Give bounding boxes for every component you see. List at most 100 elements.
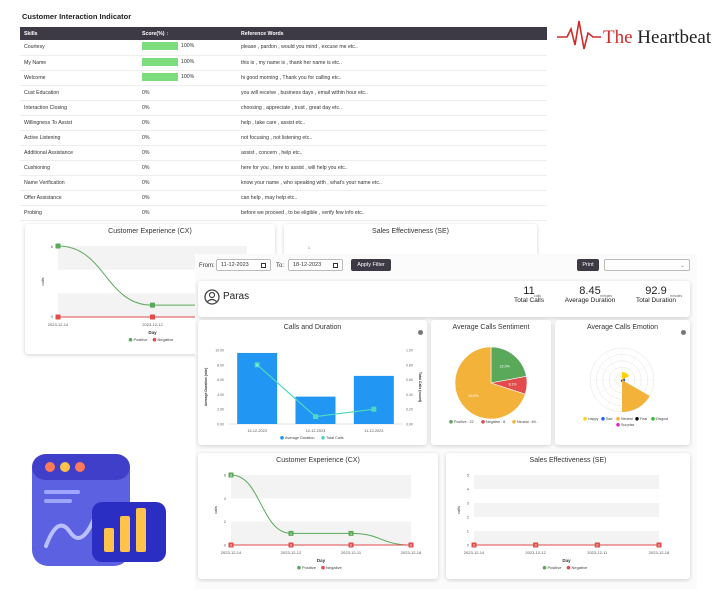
legend-marker: [280, 436, 284, 440]
stat-note: minutes: [670, 294, 683, 298]
pie-slice-neutral: [454, 346, 526, 420]
legend-marker: [566, 565, 571, 570]
data-point: [313, 414, 318, 420]
from-date-input[interactable]: 11-12-2023: [216, 259, 271, 271]
cx-chart: 0 2 4 6 calls 2023-12-14 2023-12-12 2023-12-11 2…: [213, 472, 422, 570]
info-icon[interactable]: [681, 330, 686, 335]
score-wrap: 0%: [142, 120, 150, 126]
legend-label: Negative: [572, 565, 589, 570]
pie-label: 69.9%: [469, 394, 479, 398]
skills-header[interactable]: Skills: [20, 27, 138, 40]
sort-icon[interactable]: ↕: [165, 30, 169, 37]
data-point: [150, 314, 155, 320]
to-date-value: 18-12-2023: [293, 262, 322, 268]
indicator-row: Cushioning 0% here for you , here to assis…: [20, 160, 547, 176]
y-axis-label: calls: [213, 506, 218, 514]
x-tick-label: 2023-12-18: [649, 550, 670, 555]
grid-band: [231, 475, 411, 499]
data-label: 0: [350, 544, 352, 548]
indicator-title: Customer Interaction Indicator: [22, 12, 132, 21]
to-date-input[interactable]: 18-12-2023: [288, 259, 343, 271]
calendar-icon[interactable]: [261, 262, 266, 268]
reference-cell: you will receive , business days , email…: [237, 85, 547, 101]
score-value: 0%: [142, 194, 150, 201]
legend-marker: [321, 436, 325, 440]
series-line-positive: [230, 474, 412, 546]
data-label: 0: [596, 544, 598, 548]
cx-title: Customer Experience (CX): [276, 457, 360, 464]
legend-marker: [542, 565, 547, 570]
x-tick-label: 2023-12-12: [281, 550, 302, 555]
apply-filter-button[interactable]: Apply Filter: [351, 259, 391, 271]
chevron-down-icon: ⌄: [679, 262, 685, 269]
legend-label: Positive: [548, 565, 563, 570]
skill-cell: Additional Assistance: [20, 145, 138, 161]
skill-cell: Active Listening: [20, 130, 138, 146]
score-wrap: 100%: [142, 57, 194, 66]
legend-marker: [583, 417, 587, 421]
pie-slice-positive: [490, 346, 527, 384]
skill-cell: Offer Assistance: [20, 190, 138, 206]
x-tick-label: 11-12-2023: [364, 429, 383, 433]
x-tick-label: 12-12-2023: [306, 429, 325, 433]
score-value: 0%: [142, 104, 150, 111]
score-cell: 0%: [138, 100, 237, 116]
reference-cell: assist , concern , help etc..: [237, 145, 547, 161]
legend-label: Happy: [588, 417, 599, 421]
indicator-row: Name Verification 0% know your name , who …: [20, 175, 547, 191]
indicator-row: Courtesy 100% please , pardon , would you …: [20, 40, 547, 56]
reference-words-header[interactable]: Reference Words: [237, 27, 547, 40]
analytics-dashboard-illustration: [32, 454, 166, 566]
y-tick-label: 0.00: [217, 423, 224, 427]
sentiment-card: Average Calls Sentiment 22.0% 8.1% 69.9% Po…: [431, 320, 551, 445]
indicator-row: Active Listening 0% not focusing , not lis…: [20, 130, 547, 146]
score-value: 0%: [142, 89, 150, 96]
info-icon[interactable]: [418, 330, 423, 335]
indicator-header-row: Skills Score(%) ↕ Reference Words: [20, 27, 547, 40]
polar-segment-neutral: [622, 380, 650, 412]
x-axis-label: Day: [317, 558, 326, 563]
indicator-row: Offer Assistance 0% can help , may help et…: [20, 190, 547, 206]
y-axis-label: calls: [40, 277, 45, 285]
score-cell: 0%: [138, 190, 237, 206]
y2-tick-label: 1.00: [406, 349, 413, 353]
legend-label: Surprise: [621, 423, 634, 427]
legend-marker: [481, 420, 485, 424]
agent-card: Paras 11 calls Total Calls 8.45 minutes …: [198, 281, 690, 317]
calls-duration-chart: 0.00 2.00 4.00 6.00 8.00 10.00 0.00 0.20 0.40 0.6…: [204, 349, 422, 441]
se-back-ytick: 1: [308, 246, 310, 250]
reference-cell: not focusing , not listening etc..: [237, 130, 547, 146]
y-tick-label: 0: [51, 314, 54, 319]
se-title: Sales Effectiveness (SE): [529, 457, 607, 464]
se-chart: 0 1 2 3 4 5 calls 2023-12-14 2023-12-12 2023-12-1…: [456, 473, 670, 571]
x-tick-label: 2023-12-14: [48, 322, 69, 327]
polar-spoke: [594, 363, 623, 381]
print-button[interactable]: Print: [577, 259, 599, 271]
data-point: [55, 314, 61, 320]
from-date-value: 11-12-2023: [221, 262, 249, 268]
y-tick-label: 6: [224, 473, 227, 478]
indicator-row: Cust Education 0% you will receive , busin…: [20, 85, 547, 101]
report-select[interactable]: ⌄: [604, 259, 690, 271]
legend-label: Positive : 22: [454, 420, 474, 424]
score-wrap: 100%: [142, 72, 194, 81]
skill-cell: Welcome: [20, 70, 138, 86]
x-tick-label: 2023-12-11: [587, 550, 608, 555]
stat-note: calls: [534, 294, 542, 298]
data-point: [408, 542, 414, 548]
legend-marker: [449, 420, 453, 424]
data-point: [471, 542, 477, 548]
polar-segment-surprise: [621, 379, 622, 380]
calendar-icon[interactable]: [333, 262, 338, 268]
polar-segment-sad: [622, 378, 626, 382]
polar-segment-happy: [622, 372, 629, 380]
y2-tick-label: 0.40: [406, 393, 413, 397]
emotion-card: Average Calls Emotion Happy Sad Neutral Fea…: [555, 320, 690, 445]
score-header[interactable]: Score(%) ↕: [138, 27, 237, 40]
score-wrap: 0%: [142, 210, 150, 216]
data-label: 0: [658, 544, 660, 548]
y-tick-label: 4: [224, 496, 227, 501]
y-tick-label: 6.00: [217, 378, 224, 382]
data-label: 1: [350, 532, 352, 536]
legend-label: Positive: [302, 565, 317, 570]
